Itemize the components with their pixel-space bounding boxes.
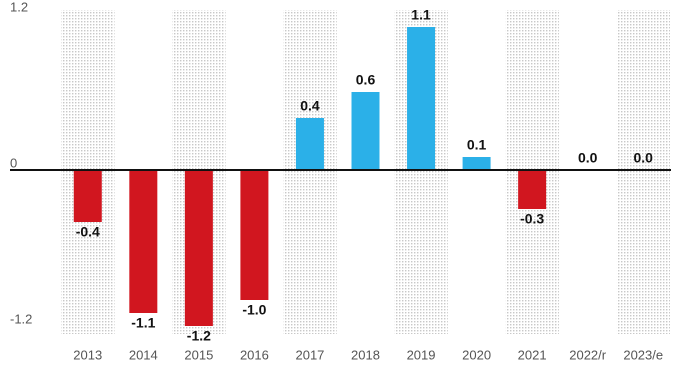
value-label: -0.4: [76, 224, 100, 240]
x-tick-label: 2023/e: [623, 347, 663, 362]
x-tick-label: 2015: [184, 347, 213, 362]
bar: [407, 27, 436, 170]
x-tick-label: 2014: [129, 347, 158, 362]
y-tick-label: -1.2: [10, 311, 32, 326]
x-tick-label: 2020: [462, 347, 491, 362]
bar: [351, 92, 380, 170]
value-label: -1.2: [187, 328, 211, 344]
x-tick-label: 2022/r: [569, 347, 607, 362]
x-tick-label: 2021: [518, 347, 547, 362]
bar: [462, 157, 491, 170]
y-tick-label: 0: [10, 155, 17, 170]
value-label: 0.4: [300, 98, 320, 114]
bar: [295, 118, 324, 170]
bar: [240, 170, 269, 300]
value-label: 0.6: [356, 72, 376, 88]
value-label: -0.3: [520, 211, 544, 227]
shaded-column: [283, 10, 337, 334]
x-tick-label: 2018: [351, 347, 380, 362]
value-label: 0.0: [633, 150, 653, 166]
value-label: 1.1: [411, 7, 431, 23]
bar: [184, 170, 213, 326]
x-tick-label: 2013: [73, 347, 102, 362]
value-label: 0.0: [578, 150, 598, 166]
bar: [73, 170, 102, 222]
x-tick-label: 2017: [295, 347, 324, 362]
y-tick-label: 1.2: [10, 0, 28, 14]
x-tick-label: 2016: [240, 347, 269, 362]
value-label: 0.1: [467, 137, 487, 153]
bar: [129, 170, 158, 313]
shaded-column: [616, 10, 670, 334]
x-tick-label: 2019: [407, 347, 436, 362]
value-label: -1.1: [131, 315, 155, 331]
value-label: -1.0: [242, 302, 266, 318]
bar: [518, 170, 547, 209]
